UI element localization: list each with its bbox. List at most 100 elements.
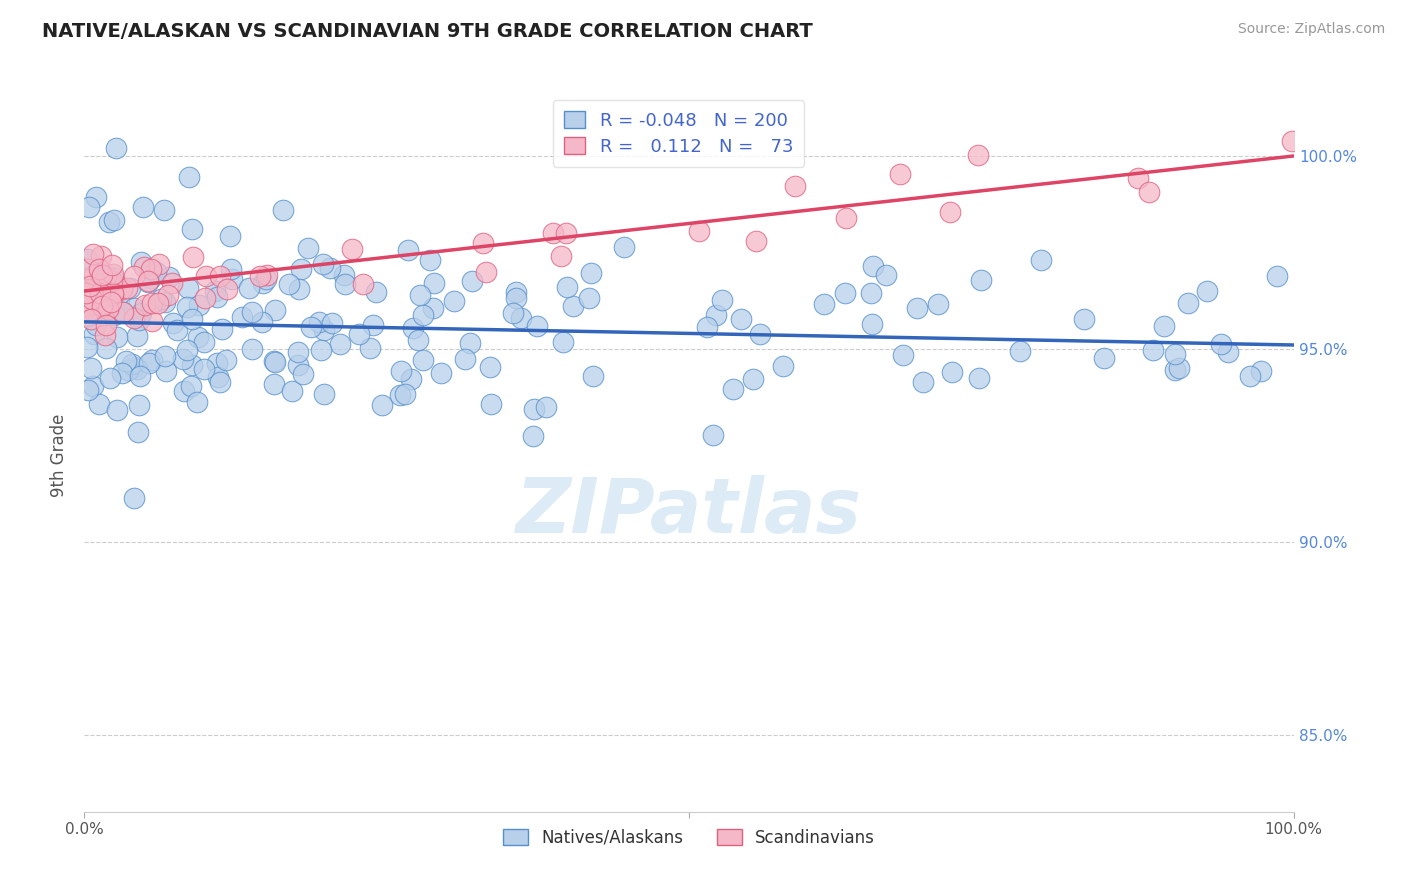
Point bbox=[84, 318, 107, 333]
Point bbox=[124, 301, 146, 315]
Point bbox=[124, 359, 146, 374]
Point bbox=[205, 356, 228, 370]
Point bbox=[252, 276, 274, 290]
Point bbox=[772, 359, 794, 373]
Point bbox=[108, 293, 131, 308]
Point bbox=[194, 291, 217, 305]
Point bbox=[479, 359, 502, 374]
Point bbox=[388, 388, 411, 402]
Point bbox=[128, 312, 150, 326]
Point bbox=[352, 277, 374, 291]
Point bbox=[122, 491, 145, 505]
Point bbox=[181, 358, 204, 372]
Point bbox=[80, 312, 103, 326]
Point bbox=[835, 211, 858, 225]
Point bbox=[84, 278, 107, 293]
Point bbox=[153, 203, 176, 218]
Point bbox=[205, 289, 228, 303]
Point bbox=[240, 342, 263, 356]
Point bbox=[83, 281, 105, 295]
Point bbox=[702, 427, 724, 442]
Point bbox=[333, 277, 356, 291]
Point bbox=[1239, 369, 1261, 384]
Point bbox=[389, 364, 412, 378]
Point bbox=[76, 282, 98, 296]
Point bbox=[127, 425, 149, 440]
Point bbox=[145, 265, 167, 279]
Legend: Natives/Alaskans, Scandinavians: Natives/Alaskans, Scandinavians bbox=[496, 822, 882, 854]
Point bbox=[938, 205, 960, 219]
Point bbox=[256, 268, 278, 283]
Point bbox=[150, 293, 173, 307]
Point bbox=[1142, 343, 1164, 358]
Point bbox=[76, 340, 98, 354]
Point bbox=[76, 252, 98, 267]
Point bbox=[967, 370, 990, 384]
Point bbox=[79, 305, 101, 319]
Point bbox=[1216, 345, 1239, 359]
Point bbox=[474, 264, 496, 278]
Point bbox=[98, 300, 121, 314]
Point bbox=[891, 348, 914, 362]
Point bbox=[834, 285, 856, 300]
Point bbox=[287, 358, 309, 372]
Point bbox=[100, 277, 122, 291]
Point bbox=[371, 398, 394, 412]
Point bbox=[1029, 253, 1052, 268]
Point bbox=[288, 282, 311, 296]
Point bbox=[103, 213, 125, 227]
Point bbox=[91, 303, 114, 318]
Point bbox=[160, 276, 183, 290]
Point bbox=[176, 343, 198, 357]
Point bbox=[941, 365, 963, 379]
Point bbox=[240, 305, 263, 319]
Point bbox=[188, 298, 211, 312]
Point bbox=[103, 287, 125, 301]
Point bbox=[121, 358, 143, 372]
Point bbox=[148, 296, 170, 310]
Point bbox=[98, 370, 121, 384]
Point bbox=[505, 291, 527, 305]
Point bbox=[153, 349, 176, 363]
Point bbox=[128, 398, 150, 412]
Point bbox=[443, 294, 465, 309]
Point bbox=[128, 368, 150, 383]
Point bbox=[1177, 295, 1199, 310]
Point bbox=[93, 288, 115, 302]
Point bbox=[105, 402, 128, 417]
Point bbox=[90, 266, 112, 280]
Point bbox=[180, 221, 202, 235]
Point bbox=[77, 383, 100, 397]
Point bbox=[321, 316, 343, 330]
Point bbox=[711, 293, 734, 307]
Point bbox=[541, 226, 564, 240]
Point bbox=[204, 284, 226, 298]
Point bbox=[860, 318, 883, 332]
Point bbox=[86, 295, 108, 310]
Point bbox=[290, 262, 312, 277]
Point bbox=[82, 379, 104, 393]
Point bbox=[76, 309, 98, 323]
Point bbox=[148, 257, 170, 271]
Point bbox=[96, 297, 118, 311]
Text: ZIPatlas: ZIPatlas bbox=[516, 475, 862, 549]
Point bbox=[180, 311, 202, 326]
Point bbox=[162, 316, 184, 330]
Point bbox=[100, 289, 122, 303]
Point bbox=[1281, 134, 1303, 148]
Point bbox=[89, 272, 111, 286]
Point bbox=[423, 276, 446, 290]
Point bbox=[91, 288, 114, 302]
Point bbox=[101, 267, 124, 281]
Point bbox=[579, 266, 602, 280]
Point bbox=[125, 361, 148, 376]
Point bbox=[193, 335, 215, 350]
Point bbox=[1164, 363, 1187, 377]
Point bbox=[264, 355, 287, 369]
Point bbox=[87, 287, 110, 301]
Point bbox=[254, 271, 277, 285]
Point bbox=[551, 335, 574, 350]
Point bbox=[180, 378, 202, 392]
Point bbox=[84, 190, 107, 204]
Point bbox=[889, 167, 911, 181]
